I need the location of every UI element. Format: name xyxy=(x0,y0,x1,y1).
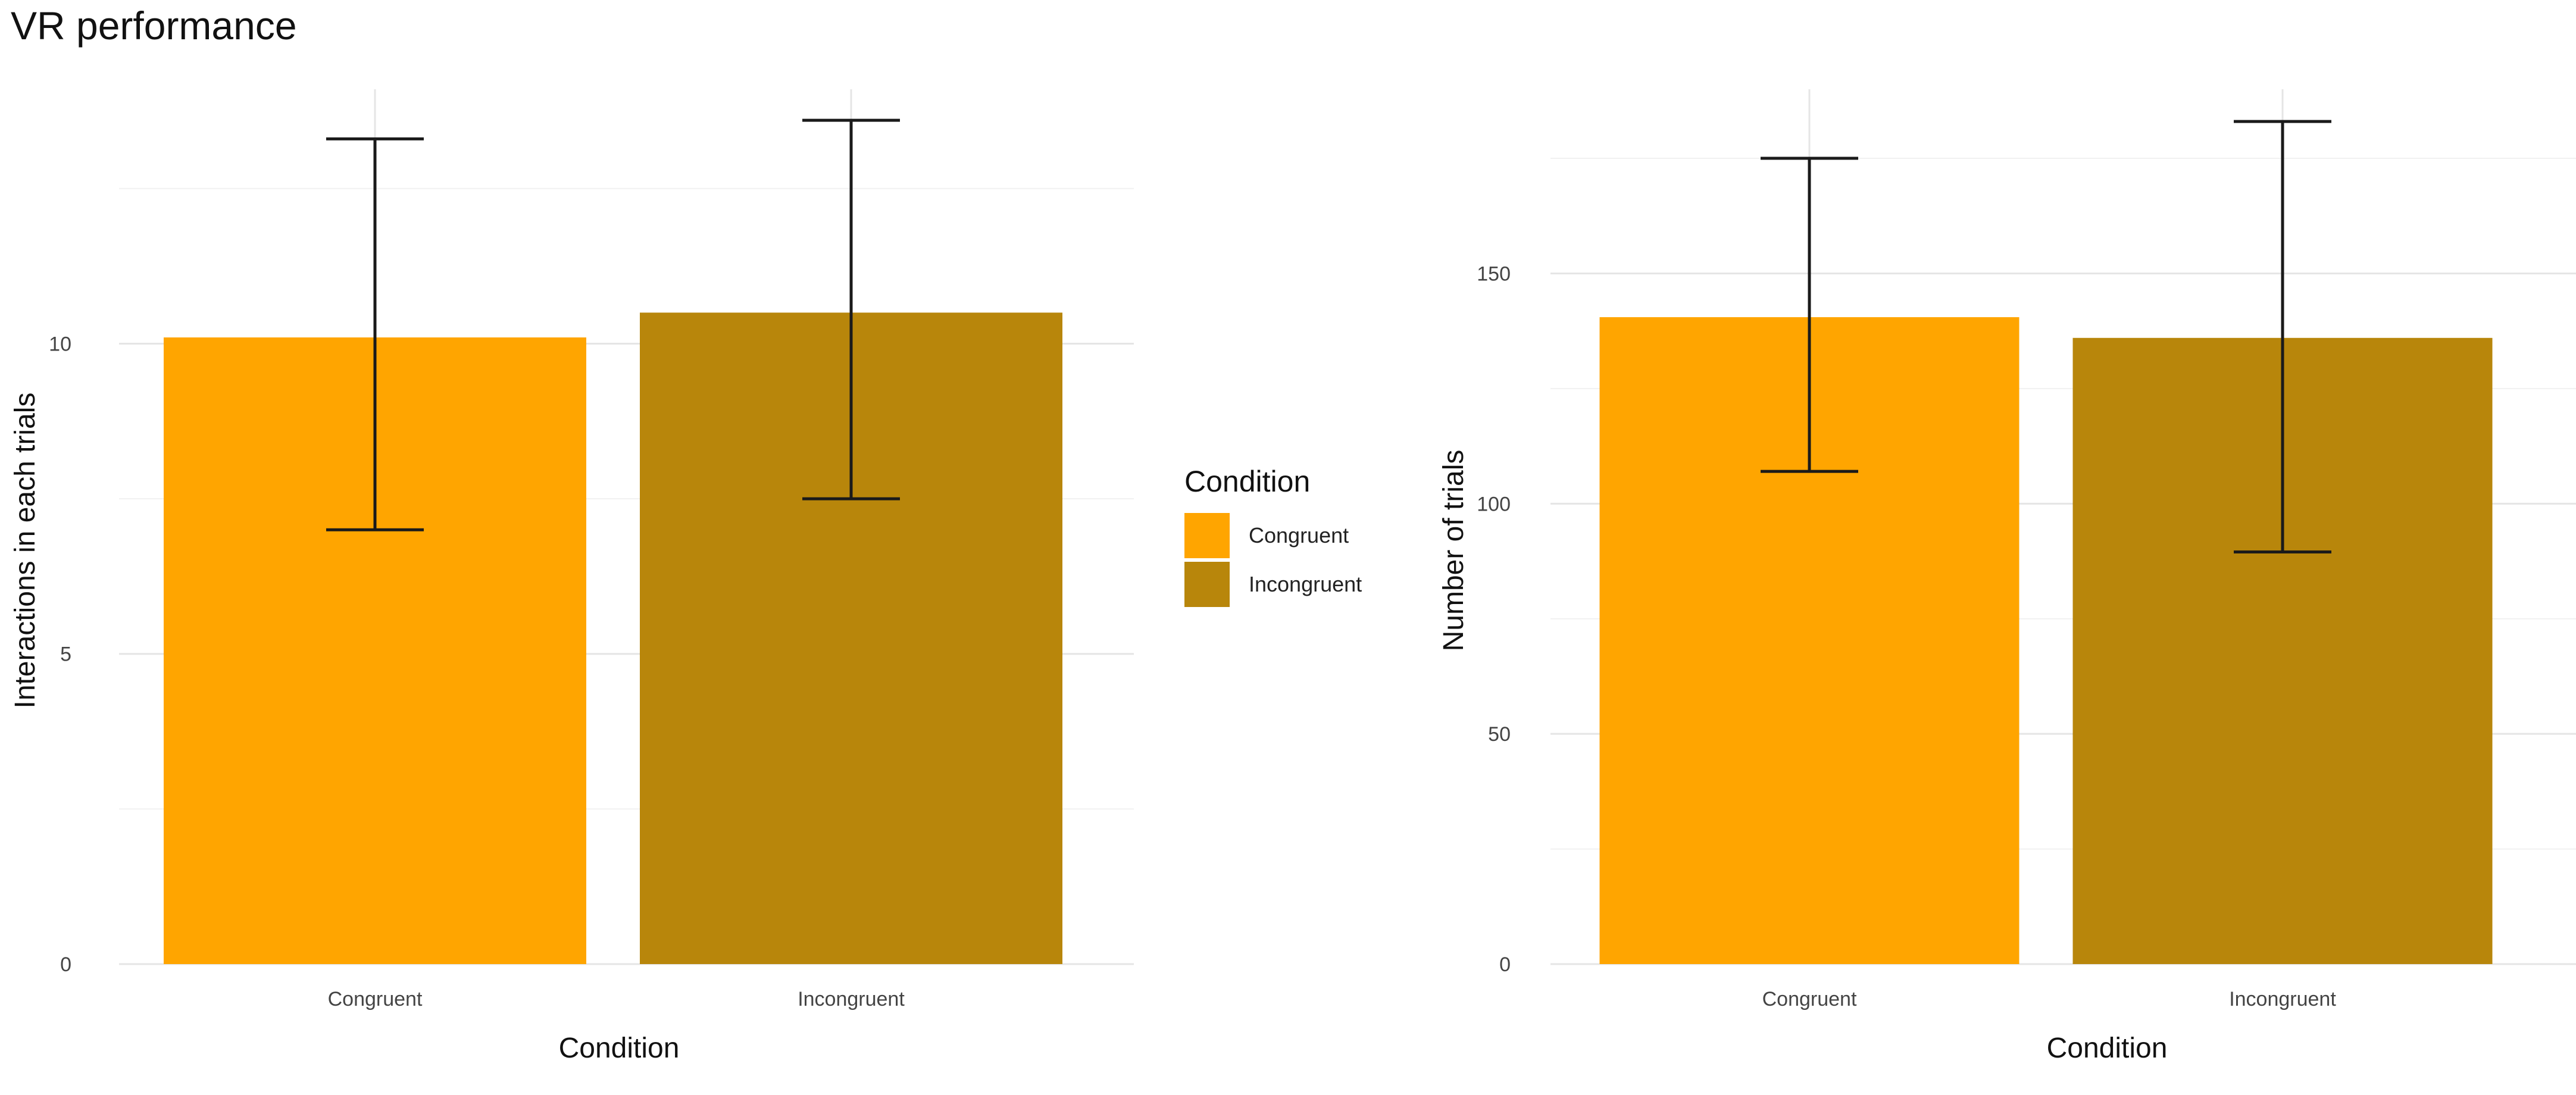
x-axis-title: Condition xyxy=(2047,1033,2168,1064)
y-tick-label: 10 xyxy=(49,333,71,355)
y-tick-label: 50 xyxy=(1488,723,1511,746)
y-tick-label: 150 xyxy=(1477,262,1511,285)
x-axis-title: Condition xyxy=(559,1033,680,1064)
y-tick-label: 0 xyxy=(1499,953,1511,976)
y-tick-label: 100 xyxy=(1477,493,1511,515)
legend-label-incongruent: Incongruent xyxy=(1249,572,1362,596)
legend-swatch-incongruent xyxy=(1184,562,1230,607)
x-tick-label: Congruent xyxy=(328,988,423,1010)
x-tick-label: Congruent xyxy=(1762,988,1857,1010)
x-tick-label: Incongruent xyxy=(2229,988,2336,1010)
legend-label-congruent: Congruent xyxy=(1249,523,1349,548)
figure-title: VR performance xyxy=(11,4,297,48)
left-chart-panel: 0 5 10 Congruent Incongruent Condition Interac… xyxy=(10,89,1134,1064)
error-bar-congruent xyxy=(326,137,424,531)
y-tick-label: 5 xyxy=(60,643,71,666)
y-axis-title: Interactions in each trials xyxy=(10,393,41,709)
y-axis-title: Number of trials xyxy=(1438,450,1470,652)
error-bar-congruent xyxy=(1761,157,1858,473)
legend-swatch-congruent xyxy=(1184,513,1230,558)
error-bar-incongruent xyxy=(2234,120,2331,554)
right-chart-panel: 0 50 100 150 Congruent Incongruent Condition Nu… xyxy=(1438,89,2576,1064)
x-tick-label: Incongruent xyxy=(798,988,905,1010)
legend-title: Condition xyxy=(1184,465,1310,498)
error-bar-incongruent xyxy=(802,118,900,500)
y-tick-label: 0 xyxy=(60,953,71,976)
legend: Condition Congruent Incongruent xyxy=(1184,465,1362,607)
